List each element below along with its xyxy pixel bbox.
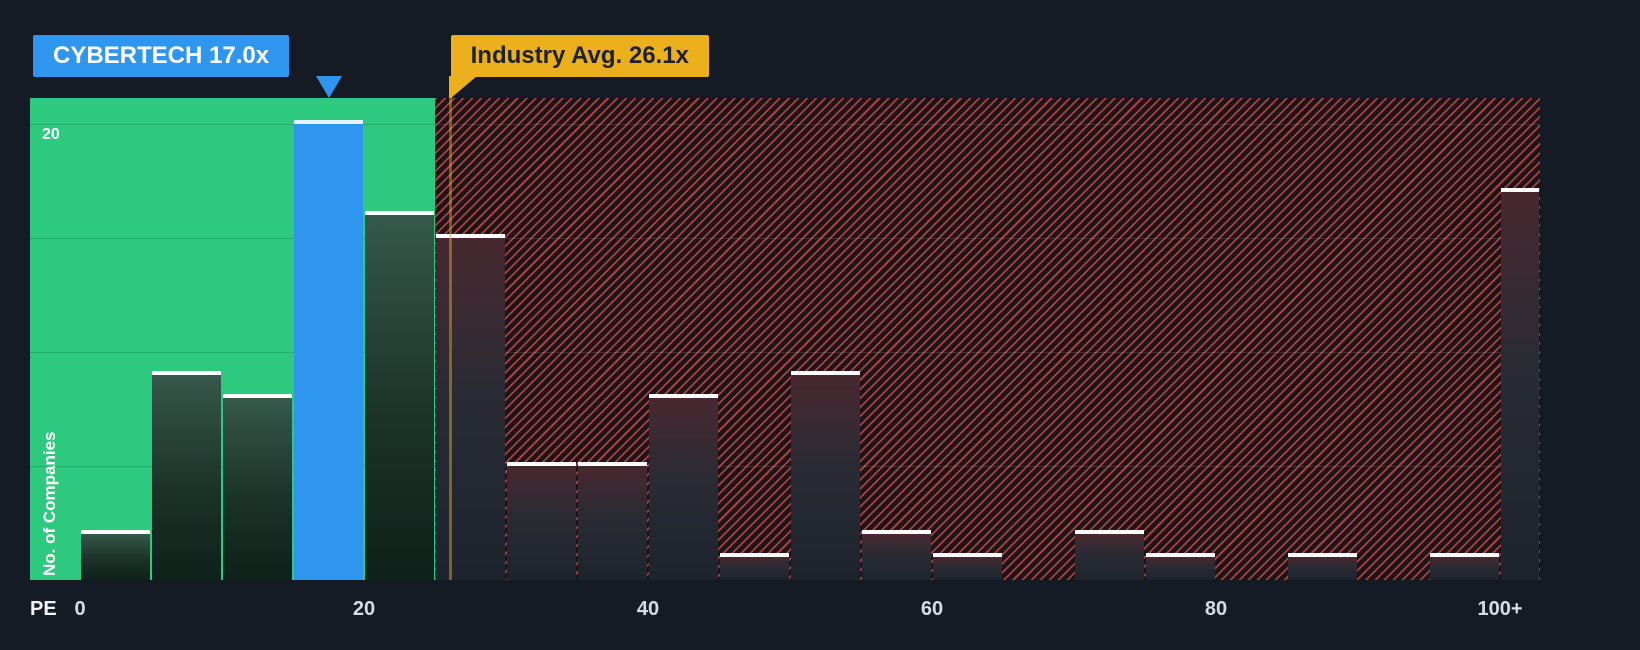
company-callout: CYBERTECH 17.0x bbox=[33, 35, 290, 77]
histogram-bar[interactable] bbox=[294, 120, 363, 580]
industry-avg-callout: Industry Avg. 26.1x bbox=[450, 35, 709, 77]
y-tick-label: 20 bbox=[42, 126, 60, 143]
histogram-bar[interactable] bbox=[223, 393, 292, 580]
histogram-bar[interactable] bbox=[152, 370, 221, 580]
x-tick-label: 40 bbox=[636, 598, 660, 620]
company-callout-label: CYBERTECH 17.0x bbox=[53, 42, 270, 69]
gridline bbox=[435, 238, 1540, 239]
gridline bbox=[30, 238, 435, 239]
overvalued-hatch-zone bbox=[435, 98, 1540, 580]
gridline bbox=[435, 124, 1540, 125]
histogram-bar[interactable] bbox=[720, 553, 789, 580]
histogram-bar[interactable] bbox=[933, 553, 1002, 580]
histogram-bar[interactable] bbox=[507, 462, 576, 580]
x-tick-label: 20 bbox=[352, 598, 376, 620]
histogram-bar[interactable] bbox=[1146, 553, 1215, 580]
histogram-bar[interactable] bbox=[436, 234, 505, 580]
histogram-bar[interactable] bbox=[365, 211, 434, 580]
industry-avg-callout-label: Industry Avg. 26.1x bbox=[470, 42, 689, 69]
industry-avg-line bbox=[449, 76, 453, 580]
x-axis-title: PE bbox=[30, 598, 57, 620]
y-axis-title: No. of Companies bbox=[40, 431, 59, 576]
histogram-bar[interactable] bbox=[649, 393, 718, 580]
industry-avg-pointer bbox=[450, 76, 477, 98]
histogram-bar[interactable] bbox=[578, 462, 647, 580]
x-tick-label: 0 bbox=[74, 598, 86, 620]
histogram-bar[interactable] bbox=[791, 370, 860, 580]
gridline bbox=[30, 352, 435, 353]
gridline bbox=[435, 466, 1540, 467]
x-tick-label: 60 bbox=[920, 598, 944, 620]
x-tick-label: 80 bbox=[1204, 598, 1228, 620]
x-tick-label: 100+ bbox=[1477, 598, 1523, 620]
gridline bbox=[30, 124, 435, 125]
company-callout-pointer bbox=[315, 76, 342, 98]
histogram-bar[interactable] bbox=[862, 530, 931, 580]
histogram-bar[interactable] bbox=[1501, 188, 1539, 580]
histogram-bar[interactable] bbox=[1075, 530, 1144, 580]
histogram-bar[interactable] bbox=[1430, 553, 1499, 580]
histogram-bar[interactable] bbox=[81, 530, 150, 580]
histogram-bar[interactable] bbox=[1288, 553, 1357, 580]
gridline bbox=[435, 352, 1540, 353]
